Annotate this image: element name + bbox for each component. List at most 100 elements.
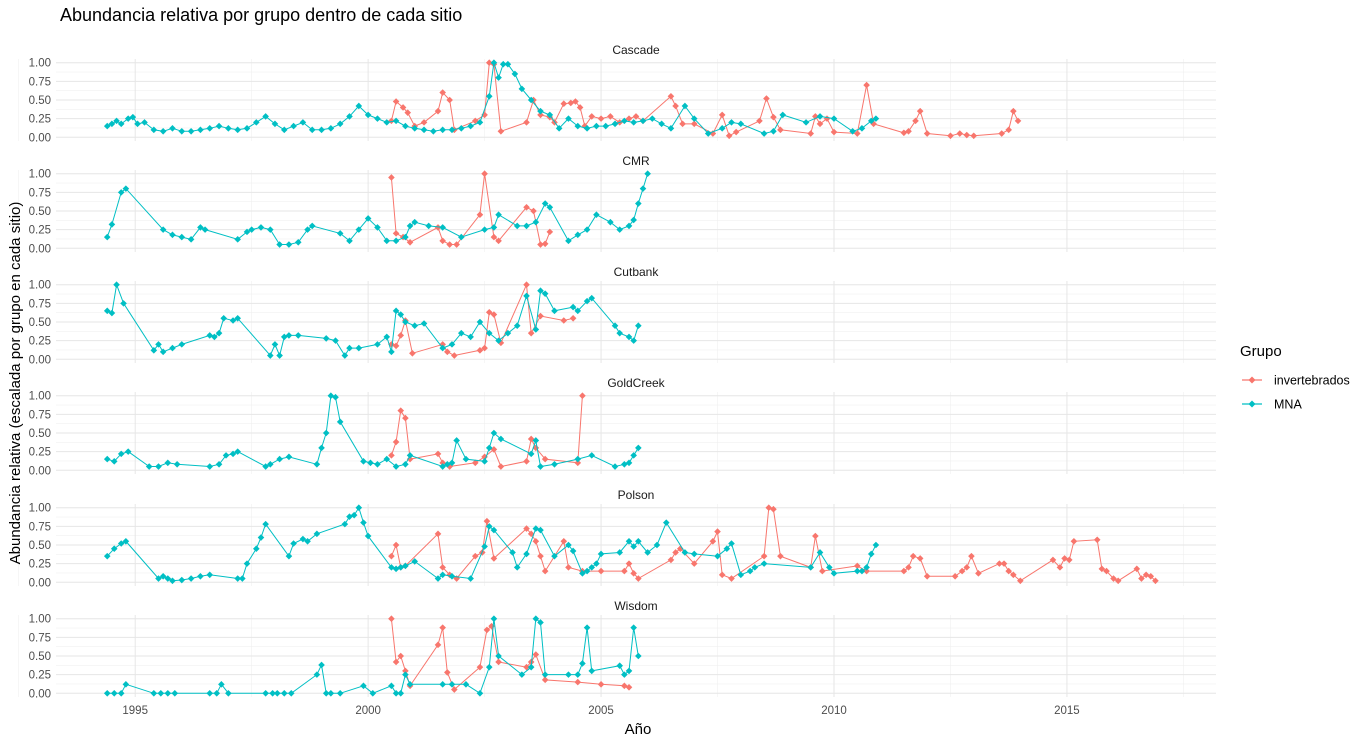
data-point [541, 567, 549, 575]
y-tick-label: 0.25 [29, 225, 51, 237]
data-point [826, 564, 833, 571]
data-point [537, 241, 544, 248]
data-point [537, 287, 544, 294]
y-tick-label: 0.00 [29, 688, 51, 700]
data-point [513, 322, 521, 330]
data-point [481, 344, 488, 352]
data-point [367, 459, 374, 467]
data-point [662, 519, 670, 526]
data-point [332, 393, 339, 401]
data-point [458, 329, 465, 337]
data-point [409, 350, 416, 357]
data-point [546, 111, 554, 119]
data-point [462, 455, 470, 463]
data-point [262, 689, 269, 697]
data-point [439, 126, 446, 134]
legend-label: MNA [1274, 398, 1302, 412]
data-point [439, 571, 446, 579]
data-point [425, 222, 432, 230]
data-point [616, 226, 623, 233]
data-point [392, 230, 400, 237]
data-point [690, 115, 698, 122]
data-point [211, 333, 218, 341]
y-tick-label: 1.00 [29, 614, 51, 626]
data-point [523, 281, 530, 289]
data-point [392, 307, 400, 315]
y-tick-label: 0.50 [29, 651, 51, 663]
data-point [630, 570, 637, 577]
data-point [560, 100, 568, 108]
data-point [490, 429, 498, 437]
data-point [108, 221, 116, 228]
data-point [611, 120, 619, 128]
data-point [439, 89, 446, 96]
y-tick-label: 0.50 [29, 317, 51, 329]
data-point [690, 550, 698, 558]
data-point [816, 113, 824, 120]
x-tick-label: 2005 [588, 705, 614, 717]
legend-key-marker [1248, 376, 1256, 384]
data-point [266, 352, 274, 359]
data-point [1138, 575, 1145, 582]
data-point [1017, 577, 1024, 585]
data-point [621, 567, 628, 575]
data-point [518, 85, 526, 93]
data-point [197, 126, 204, 134]
data-point [714, 528, 721, 535]
data-point [439, 564, 446, 571]
data-point [448, 573, 456, 580]
y-tick-label: 0.50 [29, 206, 51, 218]
data-point [1114, 577, 1122, 585]
data-point [266, 226, 274, 233]
data-point [583, 226, 591, 233]
data-point [968, 552, 975, 560]
data-point [565, 671, 572, 678]
data-point [120, 300, 127, 307]
data-point [439, 681, 446, 688]
data-point [574, 459, 582, 467]
data-point [532, 615, 540, 623]
data-point [117, 120, 125, 128]
data-point [187, 236, 195, 243]
x-axis: 1995 2000 2005 2010 2015 [122, 705, 1079, 717]
data-point [537, 526, 544, 534]
data-point [124, 115, 132, 122]
data-point [150, 126, 158, 134]
x-tick-label: 1995 [122, 705, 148, 717]
data-point [737, 120, 745, 128]
data-point [341, 520, 349, 528]
x-tick-label: 2010 [821, 705, 847, 717]
data-point [374, 341, 381, 348]
data-point [667, 92, 675, 100]
data-point [718, 125, 726, 132]
data-point [737, 571, 745, 579]
data-point [1147, 573, 1155, 580]
data-point [448, 126, 456, 134]
y-axis-label: Abundancia relativa (escalada por grupo … [7, 202, 24, 565]
data-point [248, 226, 255, 233]
data-point [1005, 567, 1012, 575]
data-point [364, 532, 372, 540]
data-point [206, 463, 214, 470]
data-point [956, 130, 964, 137]
data-point [532, 651, 540, 658]
data-point [574, 307, 582, 315]
data-point [485, 309, 493, 316]
data-point [504, 60, 512, 68]
data-point [770, 505, 777, 513]
data-point [285, 332, 293, 339]
data-point [397, 311, 405, 318]
data-point [434, 575, 442, 582]
data-point [495, 658, 502, 666]
panel-goldcreek: GoldCreek 0.00 0.25 0.50 0.75 1.00 [18, 376, 1216, 477]
data-point [169, 231, 176, 239]
data-point [360, 458, 367, 465]
data-point [285, 453, 293, 461]
y-tick-label: 1.00 [29, 280, 51, 292]
data-point [807, 564, 814, 571]
x-tick-label: 2000 [355, 705, 381, 717]
data-point [201, 226, 209, 233]
data-point [625, 537, 633, 545]
data-point [313, 461, 321, 468]
data-point [103, 552, 111, 560]
